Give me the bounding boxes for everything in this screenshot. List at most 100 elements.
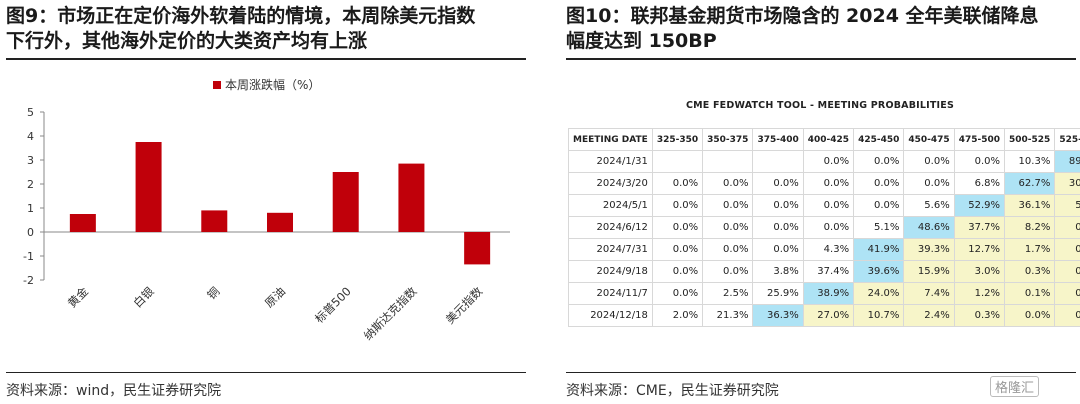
y-tick-label: -2 bbox=[23, 274, 34, 287]
bar-4 bbox=[332, 172, 359, 232]
meeting-date-cell: 2024/11/7 bbox=[568, 282, 653, 305]
probability-cell: 37.4% bbox=[802, 260, 855, 283]
probability-cell: 0.1% bbox=[1004, 282, 1056, 305]
probability-cell: 0.3% bbox=[953, 304, 1006, 327]
probability-cell: 15.9% bbox=[903, 260, 955, 283]
fedwatch-row: 2024/1/310.0%0.0%0.0%0.0%10.3%89.7% bbox=[568, 150, 1080, 173]
probability-cell: 37.7% bbox=[953, 216, 1006, 239]
probability-cell: 0.0% bbox=[802, 194, 855, 217]
probability-cell: 1.2% bbox=[953, 282, 1006, 305]
probability-cell: 8.2% bbox=[1004, 216, 1056, 239]
probability-cell: 0.3% bbox=[1004, 260, 1056, 283]
fedwatch-header-row: MEETING DATE 325-350 350-375 375-400 400-425… bbox=[568, 128, 1080, 151]
fedwatch-column-header: 500-525 bbox=[1004, 128, 1056, 151]
probability-cell: 39.6% bbox=[853, 260, 905, 283]
meeting-date-cell: 2024/3/20 bbox=[568, 172, 653, 195]
meeting-date-cell: 2024/1/31 bbox=[568, 150, 653, 173]
probability-cell: 0.0% bbox=[853, 150, 905, 173]
left-title-line1: 图9：市场正在定价海外软着陆的情境，本周除美元指数 bbox=[6, 5, 476, 27]
fedwatch-row: 2024/3/20 0.0% 0.0% 0.0% 0.0% 0.0% 0.0% 6.8% 62.… bbox=[568, 172, 1080, 195]
bar-0 bbox=[69, 214, 96, 232]
y-tick-label: -1 bbox=[23, 250, 34, 263]
fedwatch-row: 2024/7/31 0.0% 0.0% 0.0% 4.3% 41.9% 39.3% 12.7%… bbox=[568, 238, 1080, 261]
probability-cell: 12.7% bbox=[953, 238, 1006, 261]
probability-cell: 0.0% bbox=[752, 238, 804, 261]
probability-cell: 0.0% bbox=[752, 216, 804, 239]
left-figure-title: 图9：市场正在定价海外软着陆的情境，本周除美元指数 下行外，其他海外定价的大类资… bbox=[6, 4, 526, 54]
bar-6 bbox=[464, 232, 491, 265]
probability-cell: 0.0% bbox=[953, 150, 1006, 173]
probability-cell: 36.1% bbox=[1004, 194, 1056, 217]
probability-cell: 10.3% bbox=[1004, 150, 1056, 173]
probability-cell: 0.0% bbox=[802, 172, 855, 195]
meeting-date-cell: 2024/7/31 bbox=[568, 238, 653, 261]
right-figure-panel: 图10：联邦基金期货市场隐含的 2024 全年美联储降息 幅度达到 150BP … bbox=[560, 0, 1080, 404]
probability-cell: 0.0% bbox=[802, 150, 855, 173]
x-category-label: 白银 bbox=[131, 284, 158, 311]
probability-cell: 0.1% bbox=[1054, 238, 1080, 261]
probability-cell: 3.0% bbox=[953, 260, 1006, 283]
probability-cell: 0.0% bbox=[853, 172, 905, 195]
x-category-label: 纳斯达克指数 bbox=[361, 284, 420, 343]
y-tick-label: 1 bbox=[27, 202, 34, 215]
probability-cell: 2.4% bbox=[903, 304, 955, 327]
fedwatch-row: 2024/12/18 2.0% 21.3% 36.3% 27.0% 10.7% 2.4% 0.… bbox=[568, 304, 1080, 327]
left-title-line2: 下行外，其他海外定价的大类资产均有上涨 bbox=[6, 30, 368, 52]
right-title-line1: 图10：联邦基金期货市场隐含的 2024 全年美联储降息 bbox=[566, 5, 1039, 27]
probability-cell: 30.5% bbox=[1054, 172, 1080, 195]
probability-cell: 2.0% bbox=[651, 304, 704, 327]
y-tick-label: 5 bbox=[27, 106, 34, 119]
fedwatch-row: 2024/6/12 0.0% 0.0% 0.0% 0.0% 5.1% 48.6% 37.7% 8… bbox=[568, 216, 1080, 239]
probability-cell: 25.9% bbox=[752, 282, 804, 305]
meeting-date-cell: 2024/5/1 bbox=[568, 194, 653, 217]
probability-cell: 0.0% bbox=[651, 216, 704, 239]
probability-cell: 5.6% bbox=[903, 194, 955, 217]
y-tick-label: 2 bbox=[27, 178, 34, 191]
probability-cell: 0.0% bbox=[853, 194, 905, 217]
right-source-rule bbox=[566, 372, 1076, 373]
probability-cell: 4.3% bbox=[802, 238, 855, 261]
probability-cell: 0.0% bbox=[651, 282, 704, 305]
x-category-label: 美元指数 bbox=[443, 284, 486, 327]
fedwatch-column-header: 450-475 bbox=[903, 128, 955, 151]
x-category-label: 铜 bbox=[204, 284, 222, 302]
probability-cell: 0.0% bbox=[752, 172, 804, 195]
meeting-date-cell: 2024/6/12 bbox=[568, 216, 653, 239]
left-source: 资料来源：wind，民生证券研究院 bbox=[6, 383, 222, 399]
watermark-logo: 格隆汇 bbox=[990, 376, 1040, 397]
bar-5 bbox=[398, 163, 425, 232]
probability-cell: 0.5% bbox=[1054, 216, 1080, 239]
bar-chart: 本周涨跌幅（%） -2 -1 0 1 2 3 4 5 黄金 白银 铜 原油 标普500 纳斯达克指数 美元指数 bbox=[23, 77, 510, 343]
probability-cell: 10.7% bbox=[853, 304, 905, 327]
fedwatch-column-header: 350-375 bbox=[702, 128, 754, 151]
probability-cell bbox=[752, 150, 804, 173]
probability-cell: 62.7% bbox=[1004, 172, 1056, 195]
left-title-rule bbox=[6, 58, 526, 60]
probability-cell: 0.0% bbox=[1054, 304, 1080, 327]
fedwatch-column-header: 525-550 bbox=[1054, 128, 1080, 151]
probability-cell: 0.0% bbox=[702, 260, 754, 283]
x-category-label: 黄金 bbox=[65, 284, 92, 311]
probability-cell: 0.0% bbox=[702, 194, 754, 217]
probability-cell: 1.7% bbox=[1004, 238, 1056, 261]
fedwatch-column-header: 400-425 bbox=[802, 128, 855, 151]
probability-cell: 0.0% bbox=[702, 238, 754, 261]
probability-cell: 0.0% bbox=[651, 260, 704, 283]
meeting-date-cell: 2024/9/18 bbox=[568, 260, 653, 283]
probability-cell: 3.8% bbox=[752, 260, 804, 283]
bar-3 bbox=[267, 212, 293, 232]
probability-cell: 0.0% bbox=[651, 172, 704, 195]
fedwatch-table-panel: CME FEDWATCH TOOL - MEETING PROBABILITIE… bbox=[568, 92, 1080, 342]
left-figure-panel: 图9：市场正在定价海外软着陆的情境，本周除美元指数 下行外，其他海外定价的大类资… bbox=[0, 0, 530, 404]
probability-cell: 0.0% bbox=[651, 194, 704, 217]
probability-cell: 0.0% bbox=[1054, 260, 1080, 283]
probability-cell: 21.3% bbox=[702, 304, 754, 327]
fedwatch-column-header: 475-500 bbox=[953, 128, 1006, 151]
probability-cell: 0.0% bbox=[1054, 282, 1080, 305]
legend-swatch bbox=[213, 81, 221, 89]
fedwatch-row: 2024/5/1 0.0% 0.0% 0.0% 0.0% 0.0% 5.6% 52.9% 36.… bbox=[568, 194, 1080, 217]
probability-cell: 27.0% bbox=[802, 304, 855, 327]
probability-cell: 7.4% bbox=[903, 282, 955, 305]
left-source-rule bbox=[6, 372, 526, 373]
probability-cell: 52.9% bbox=[953, 194, 1006, 217]
